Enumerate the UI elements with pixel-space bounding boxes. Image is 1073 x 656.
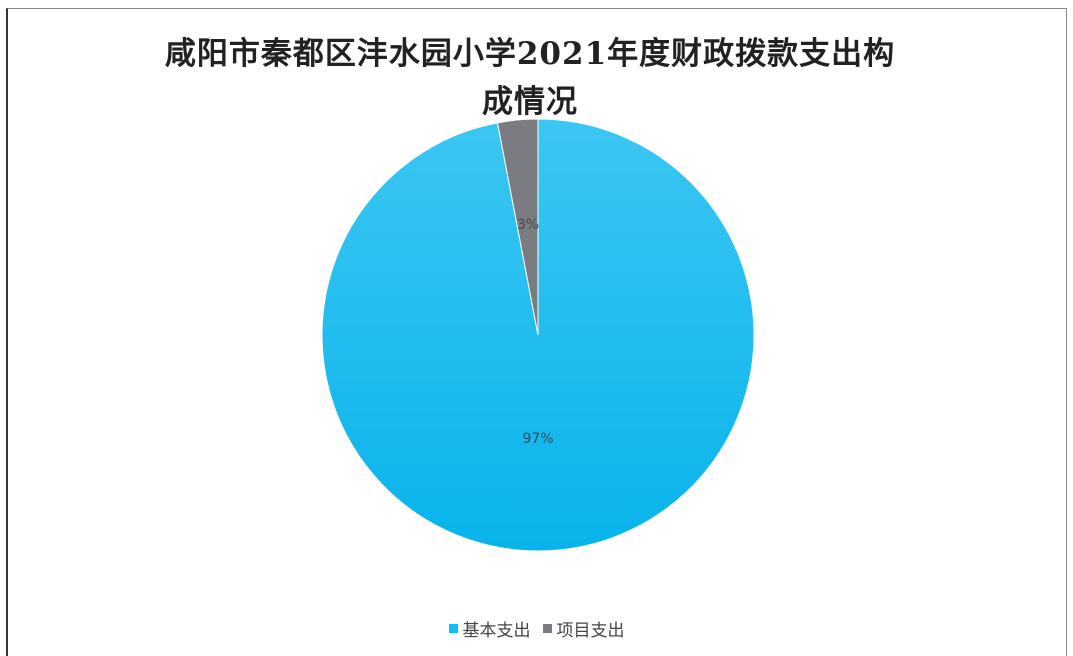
legend-swatch-basic [448, 624, 458, 633]
legend-swatch-project [542, 624, 552, 633]
legend-item-basic: 基本支出 [448, 616, 531, 641]
legend-item-project: 项目支出 [542, 616, 625, 641]
pie-data-labels: 97% 3% [517, 217, 554, 447]
chart-title: 咸阳市秦都区沣水园小学2021年度财政拨款支出构 成情况 [40, 30, 1020, 126]
data-label-basic: 97% [522, 431, 553, 447]
pie-slice-project [496, 118, 539, 336]
legend-label-project: 项目支出 [556, 621, 625, 641]
pie-slices [321, 118, 755, 552]
chart-title-line-2: 成情况 [482, 84, 578, 120]
chart-legend: 基本支出 项目支出 [0, 616, 1073, 641]
data-label-project: 3% [517, 217, 539, 233]
legend-label-basic: 基本支出 [462, 621, 531, 641]
chart-title-line-1: 咸阳市秦都区沣水园小学2021年度财政拨款支出构 [164, 36, 896, 72]
